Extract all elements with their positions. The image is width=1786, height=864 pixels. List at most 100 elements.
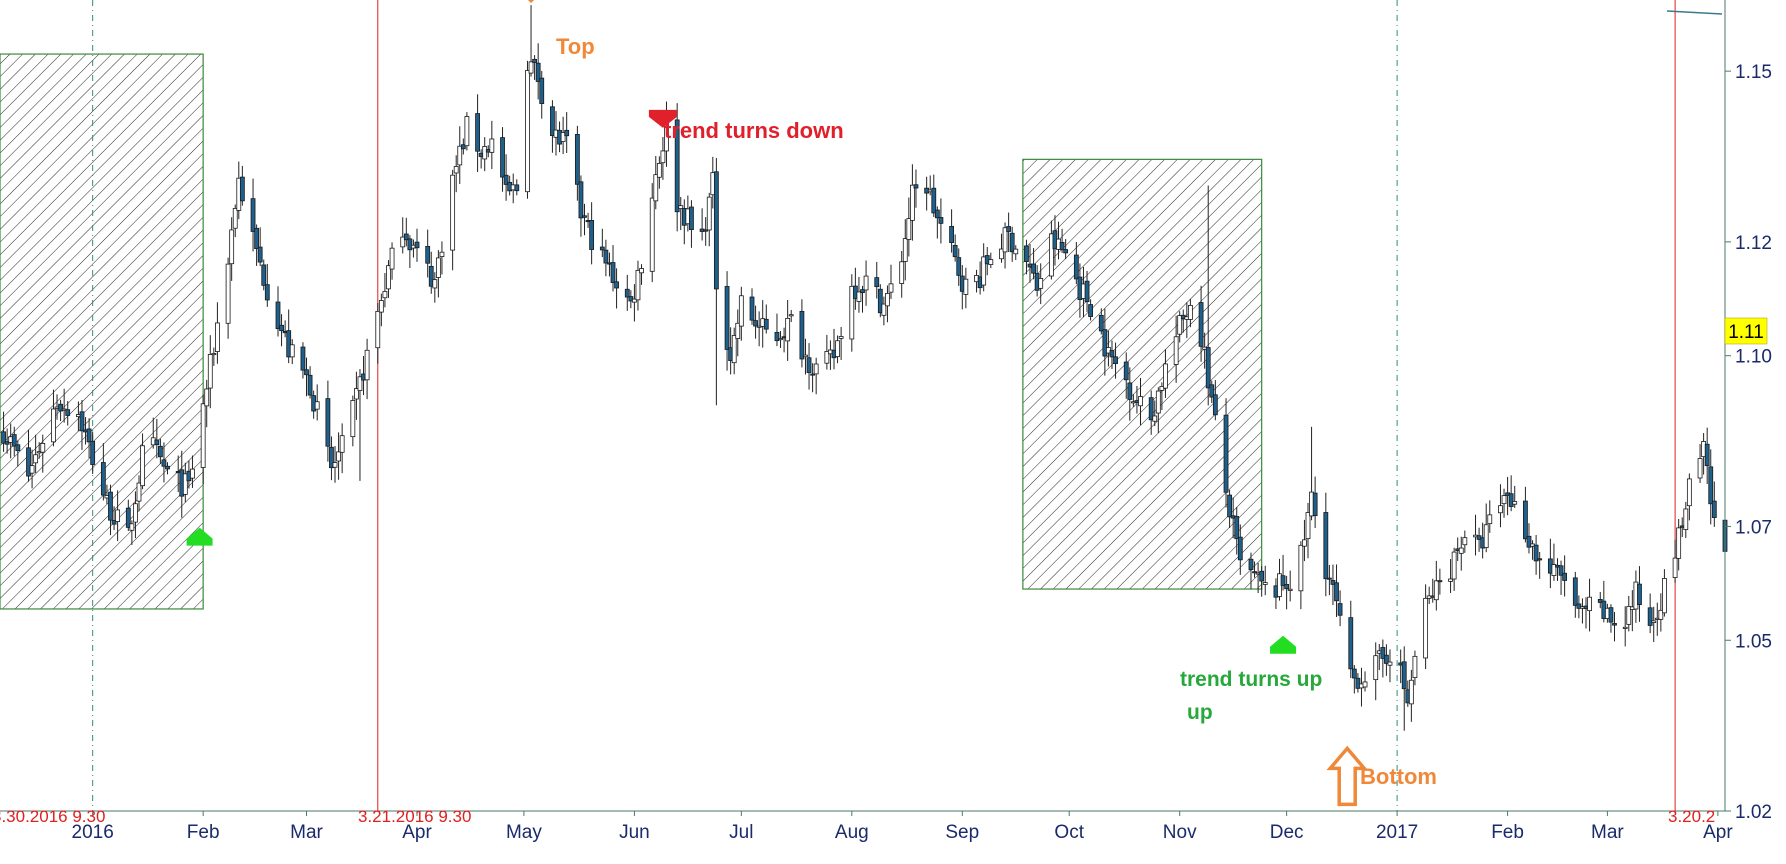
- candle: [860, 285, 865, 313]
- x-tick-label: Sep: [945, 822, 979, 843]
- candle-body: [902, 238, 908, 262]
- candle-body: [86, 428, 92, 443]
- candle: [332, 445, 338, 483]
- candle-body: [1302, 539, 1307, 547]
- candle-body: [877, 288, 883, 314]
- candle: [1612, 611, 1617, 642]
- candle-body: [1312, 492, 1318, 517]
- candle-body: [325, 398, 331, 447]
- candle-body: [1109, 350, 1115, 358]
- candle: [286, 309, 292, 364]
- partial-date-right: 3.20.2: [1668, 807, 1715, 826]
- candle-body: [788, 314, 794, 317]
- partial-date-middle: 3.21.2016 9.30: [358, 807, 471, 826]
- candle: [1155, 387, 1161, 434]
- candle: [1587, 578, 1592, 632]
- candle-body: [803, 354, 808, 358]
- candle: [1711, 481, 1717, 527]
- candle: [90, 431, 96, 474]
- candle: [403, 217, 409, 247]
- candle-body: [1355, 677, 1361, 689]
- candle-body: [635, 270, 641, 301]
- candle: [257, 227, 263, 267]
- candle-body: [1562, 572, 1568, 581]
- x-tick-labels: 2016 Feb Mar Apr May Jun Jul Aug Sep Oct Nov Dec 201…: [72, 811, 1733, 843]
- candle-body: [1384, 654, 1389, 664]
- shaded-regions: [0, 53, 1263, 610]
- candle: [639, 264, 644, 285]
- candle-body: [1408, 679, 1414, 705]
- candle-body: [1123, 361, 1129, 381]
- candle: [1127, 367, 1133, 421]
- candle: [599, 228, 605, 258]
- y-tick-label: 1.05: [1735, 631, 1772, 652]
- candle: [386, 260, 391, 298]
- candle-body: [674, 119, 680, 213]
- candle-body: [653, 174, 659, 202]
- candle-body: [1334, 582, 1339, 602]
- candle-body: [414, 241, 420, 249]
- candle-body: [207, 354, 213, 389]
- candle-body: [564, 129, 570, 137]
- candle: [1323, 492, 1329, 597]
- candle: [1384, 644, 1389, 676]
- candle-body: [1423, 597, 1429, 659]
- candle-body: [464, 116, 470, 147]
- candle-body: [357, 376, 363, 391]
- candle: [899, 251, 905, 298]
- candle-body: [956, 257, 962, 276]
- candle: [1348, 600, 1354, 678]
- candle-body: [856, 291, 862, 302]
- shaded-region-2: [1022, 158, 1263, 590]
- candle: [1362, 671, 1368, 692]
- trend-down-arrow-icon: [648, 109, 677, 128]
- candle-body: [460, 144, 466, 150]
- candle: [539, 70, 545, 119]
- candle: [154, 418, 160, 459]
- candle-body: [632, 298, 637, 303]
- candle-body: [799, 310, 805, 360]
- candle-body: [660, 150, 666, 164]
- candle-body: [614, 281, 619, 289]
- candle-body: [157, 445, 163, 458]
- candle: [1483, 503, 1489, 553]
- candle: [375, 303, 381, 364]
- candle: [1547, 538, 1553, 589]
- candle: [1501, 488, 1507, 518]
- candle-body: [1173, 336, 1179, 365]
- candle: [1473, 514, 1478, 556]
- candle-body: [574, 134, 580, 185]
- candle: [1088, 299, 1093, 321]
- candle-body: [432, 279, 438, 289]
- candle: [1038, 263, 1044, 305]
- candle-body: [525, 70, 530, 193]
- candle: [1109, 340, 1115, 369]
- candle: [1312, 476, 1318, 528]
- trend-down-label: trend turns down: [664, 118, 844, 143]
- candle: [603, 239, 609, 277]
- candle-body: [378, 300, 384, 313]
- candle: [1704, 427, 1710, 485]
- candle: [1580, 598, 1585, 624]
- candle-body: [1576, 603, 1582, 609]
- candle-body: [578, 181, 584, 219]
- candle-body: [1280, 575, 1286, 586]
- candle: [963, 267, 969, 309]
- candle-body: [90, 440, 96, 465]
- price-tag-label: 1.11: [1728, 322, 1764, 343]
- candle: [660, 136, 666, 180]
- candle-body: [514, 184, 520, 192]
- candle: [215, 302, 220, 364]
- candle-body: [1487, 514, 1493, 525]
- candle-body: [165, 465, 170, 470]
- candle: [560, 116, 566, 155]
- candle-body: [489, 138, 495, 153]
- candle-body: [1305, 512, 1311, 540]
- candle: [924, 176, 930, 211]
- candle-body: [133, 503, 138, 523]
- candle: [414, 228, 420, 262]
- partial-date-left: 3.30.2016 9.30: [0, 807, 105, 826]
- candle: [1558, 560, 1564, 595]
- candle-body: [1448, 578, 1453, 582]
- candle-body: [279, 324, 284, 332]
